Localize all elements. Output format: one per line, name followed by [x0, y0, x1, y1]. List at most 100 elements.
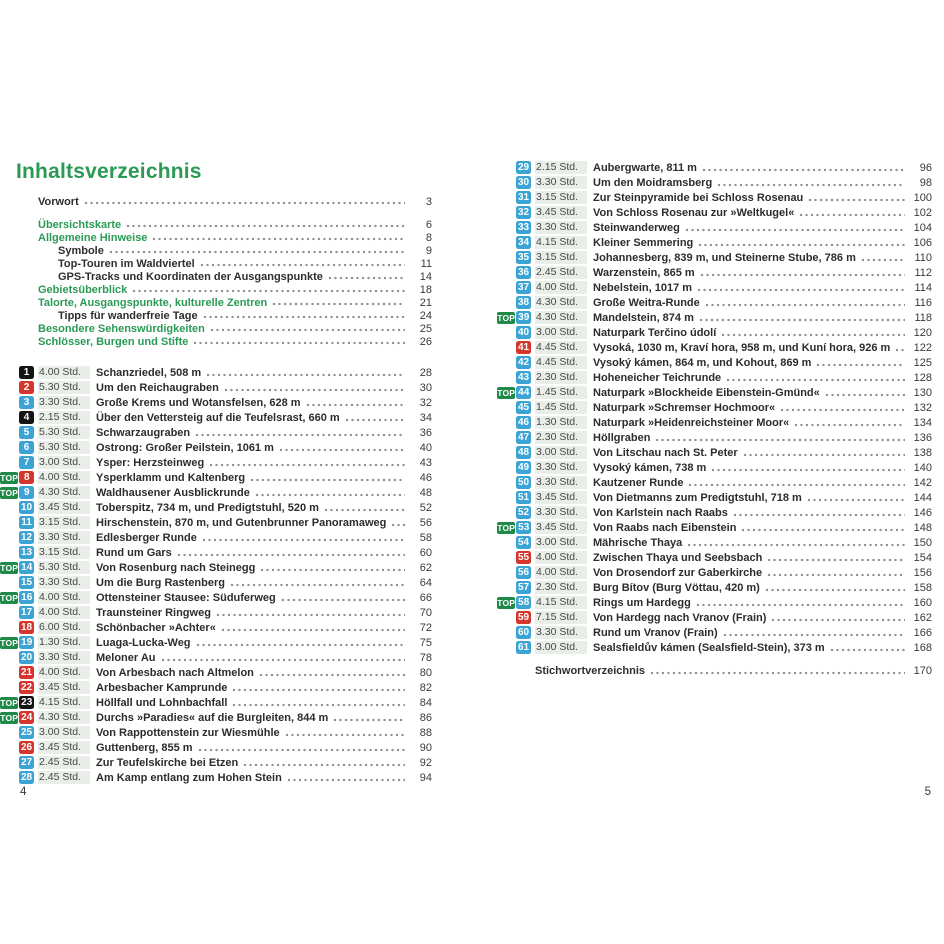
- dot-leader: [199, 263, 405, 267]
- tour-row-lead: 54: [497, 536, 531, 549]
- tour-duration: 3.15 Std.: [38, 516, 90, 529]
- tour-page-number: 46: [419, 471, 432, 484]
- dot-leader: [732, 513, 905, 517]
- tour-duration: 1.30 Std.: [38, 636, 90, 649]
- dot-leader: [223, 388, 405, 392]
- tour-title: Ysper: Herzsteinweg: [96, 456, 205, 469]
- tour-title: Von Dietmanns zum Predigtstuhl, 718 m: [593, 491, 802, 504]
- tour-number-badge: 32: [516, 206, 531, 219]
- tour-duration: 3.45 Std.: [535, 206, 587, 219]
- tour-row-lead: 35: [497, 251, 531, 264]
- tour-row-lead: 1: [0, 366, 34, 379]
- dot-leader: [323, 508, 405, 512]
- dot-leader: [206, 373, 405, 377]
- tour-page-number: 56: [419, 516, 432, 529]
- tour-title: Mährische Thaya: [593, 536, 683, 549]
- tour-row: TOP 19 1.30 Std. Luaga-Lucka-Weg 75: [0, 635, 432, 650]
- tour-number-badge: 46: [516, 416, 531, 429]
- dot-leader: [202, 315, 405, 319]
- tour-number-badge: 36: [516, 266, 531, 279]
- tour-title: Mandelstein, 874 m: [593, 311, 694, 324]
- tour-title: Von Raabs nach Eibenstein: [593, 521, 737, 534]
- dot-leader: [717, 183, 905, 187]
- tour-title: Nebelstein, 1017 m: [593, 281, 693, 294]
- tour-row-lead: 45: [497, 401, 531, 414]
- tour-title: Luaga-Lucka-Weg: [96, 636, 191, 649]
- tour-title: Große Weitra-Runde: [593, 296, 700, 309]
- page-number-right: 5: [924, 786, 931, 798]
- tour-number-badge: 41: [516, 341, 531, 354]
- tour-row-lead: 25: [0, 726, 34, 739]
- tour-page-number: 168: [913, 641, 932, 654]
- dot-leader: [176, 553, 405, 557]
- top-badge: TOP: [0, 591, 19, 604]
- tour-number-badge: 27: [19, 756, 34, 769]
- tour-title: Ostrong: Großer Peilstein, 1061 m: [96, 441, 274, 454]
- tour-duration: 7.15 Std.: [535, 611, 587, 624]
- tour-row-lead: 18: [0, 621, 34, 634]
- tour-page-number: 160: [913, 596, 932, 609]
- dot-leader: [697, 288, 905, 292]
- tour-title: Von Karlstein nach Raabs: [593, 506, 728, 519]
- tour-row-lead: 55: [497, 551, 531, 564]
- tour-number-badge: 26: [19, 741, 34, 754]
- tour-row: 60 3.30 Std. Rund um Vranov (Frain) 166: [497, 625, 932, 640]
- tour-page-number: 128: [913, 371, 932, 384]
- tour-title: Sealsfieldův kámen (Sealsfield-Stein), 3…: [593, 641, 825, 654]
- tour-row-lead: TOP 19: [0, 636, 34, 649]
- tour-title: Um den Reichaugraben: [96, 381, 219, 394]
- toc-entry-page: 9: [425, 244, 432, 257]
- tour-title: Durchs »Paradies« auf die Burgleiten, 84…: [96, 711, 329, 724]
- index-entry-label: Stichwortverzeichnis: [535, 665, 646, 677]
- dot-leader: [391, 523, 405, 527]
- tour-duration: 3.00 Std.: [535, 641, 587, 654]
- dot-leader: [895, 348, 905, 352]
- dot-leader: [209, 328, 405, 332]
- tour-duration: 3.45 Std.: [38, 501, 90, 514]
- dot-leader: [126, 224, 405, 228]
- dot-leader: [243, 763, 405, 767]
- tour-row-lead: 59: [497, 611, 531, 624]
- front-matter-row: Übersichtskarte 6: [16, 218, 432, 231]
- dot-leader: [701, 168, 905, 172]
- dot-leader: [655, 438, 905, 442]
- tour-title: Kleiner Semmering: [593, 236, 694, 249]
- dot-leader: [722, 633, 905, 637]
- tour-duration: 3.15 Std.: [535, 191, 587, 204]
- tour-number-badge: 2: [19, 381, 34, 394]
- tour-row: 52 3.30 Std. Von Karlstein nach Raabs 146: [497, 505, 932, 520]
- index-entry-page: 170: [913, 665, 932, 677]
- tour-row-lead: 51: [497, 491, 531, 504]
- tour-row-lead: 13: [0, 546, 34, 559]
- top-badge: TOP: [0, 636, 19, 649]
- tour-row: 37 4.00 Std. Nebelstein, 1017 m 114: [497, 280, 932, 295]
- tour-page-number: 60: [419, 546, 432, 559]
- tour-duration: 2.15 Std.: [38, 411, 90, 424]
- tour-title: Von Litschau nach St. Peter: [593, 446, 738, 459]
- tour-row-lead: 15: [0, 576, 34, 589]
- dot-leader: [254, 493, 405, 497]
- dot-leader: [829, 648, 905, 652]
- dot-leader: [699, 273, 905, 277]
- tour-number-badge: 15: [19, 576, 34, 589]
- tour-number-badge: 13: [19, 546, 34, 559]
- tour-duration: 2.45 Std.: [38, 771, 90, 784]
- tour-page-number: 136: [913, 431, 932, 444]
- dot-leader: [767, 573, 905, 577]
- toc-entry-page: 24: [419, 309, 432, 322]
- tour-row: 21 4.00 Std. Von Arbesbach nach Altmelon 80: [0, 665, 432, 680]
- dot-leader: [808, 198, 905, 202]
- front-matter-row: Talorte, Ausgangspunkte, kulturelle Zent…: [16, 296, 432, 309]
- tour-row: TOP 9 4.30 Std. Waldhausener Ausblickrunde 4…: [0, 485, 432, 500]
- tour-page-number: 114: [914, 281, 932, 294]
- tour-row-lead: 27: [0, 756, 34, 769]
- dot-leader: [721, 333, 905, 337]
- dot-leader: [286, 778, 405, 782]
- tour-row: 51 3.45 Std. Von Dietmanns zum Predigtstuh…: [497, 490, 932, 505]
- tour-row: TOP 14 5.30 Std. Von Rosenburg nach Steineg…: [0, 560, 432, 575]
- tour-row: TOP 39 4.30 Std. Mandelstein, 874 m 118: [497, 310, 932, 325]
- dot-leader: [280, 598, 405, 602]
- dot-leader: [780, 408, 905, 412]
- front-matter-row: Vorwort 3: [16, 195, 432, 208]
- tour-number-badge: 59: [516, 611, 531, 624]
